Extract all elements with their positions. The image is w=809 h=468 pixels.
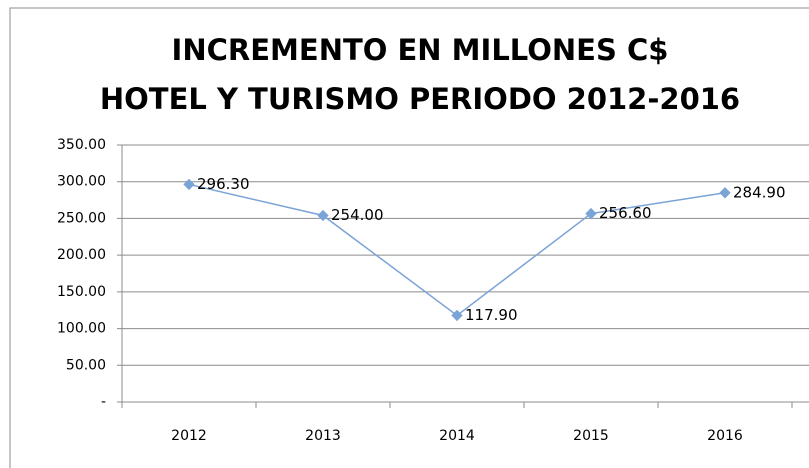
y-tick-label: 300.00 — [57, 174, 106, 190]
y-tick-label: 200.00 — [57, 247, 106, 263]
chart-title: HOTEL Y TURISMO PERIODO 2012-2016 — [100, 82, 740, 116]
y-tick-label: 50.00 — [66, 357, 106, 373]
x-tick-label: 2014 — [439, 428, 475, 444]
y-tick-label: 250.00 — [57, 210, 106, 226]
y-tick-label: - — [101, 394, 106, 410]
y-tick-label: 100.00 — [57, 321, 106, 337]
x-tick-label: 2013 — [305, 428, 341, 444]
chart-title: INCREMENTO EN MILLONES C$ — [172, 33, 669, 67]
data-point — [585, 207, 597, 220]
x-tick-label: 2016 — [707, 428, 743, 444]
x-tick-label: 2015 — [573, 428, 609, 444]
data-point — [183, 178, 195, 191]
data-label: 117.90 — [465, 306, 518, 324]
data-label: 254.00 — [331, 206, 384, 224]
data-point — [317, 209, 329, 222]
data-label: 296.30 — [197, 175, 250, 193]
chart-border — [9, 7, 809, 468]
data-point — [451, 309, 463, 322]
y-tick-label: 350.00 — [57, 137, 106, 153]
x-tick-label: 2012 — [171, 428, 207, 444]
data-point — [719, 187, 731, 199]
data-label: 284.90 — [733, 183, 786, 201]
y-tick-label: 150.00 — [57, 284, 106, 300]
data-label: 256.60 — [599, 204, 652, 222]
